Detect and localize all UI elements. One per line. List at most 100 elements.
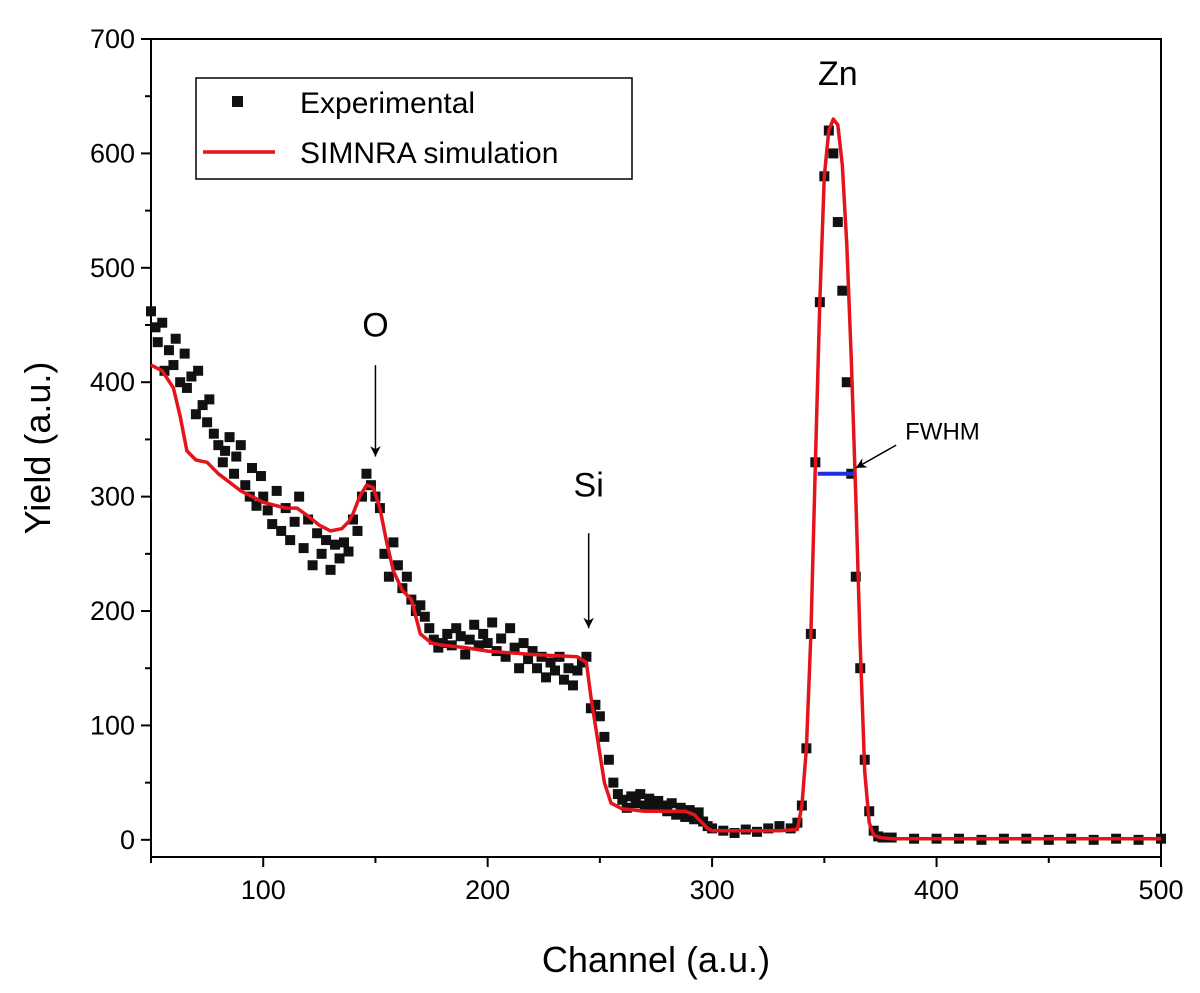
plot-frame (150, 38, 1162, 858)
experimental-point (271, 485, 282, 496)
x-tick-label: 500 (1138, 875, 1183, 905)
experimental-point (392, 560, 403, 571)
legend-label-simulation: SIMNRA simulation (300, 137, 558, 170)
experimental-point (424, 623, 435, 634)
legend-box (195, 77, 633, 180)
legend-marker-experimental (232, 96, 243, 107)
experimental-point (828, 148, 839, 159)
experimental-point (469, 619, 480, 630)
experimental-point (312, 528, 323, 539)
experimental-point (179, 348, 190, 359)
annotation-label: Zn (818, 55, 858, 93)
experimental-point (415, 600, 426, 611)
experimental-point (229, 468, 240, 479)
experimental-point (383, 571, 394, 582)
experimental-point (630, 798, 641, 809)
experimental-point (841, 377, 852, 388)
experimental-point (163, 345, 174, 356)
annotation-label: FWHM (905, 418, 980, 445)
experimental-point (763, 823, 774, 834)
experimental-point (693, 807, 704, 818)
y-axis-title: Yield (a.u.) (17, 362, 58, 535)
experimental-point (518, 638, 529, 649)
experimental-point (684, 805, 695, 816)
experimental-point (247, 463, 257, 474)
experimental-point (330, 539, 341, 550)
y-tick-label: 400 (90, 367, 135, 397)
experimental-point (437, 638, 448, 649)
experimental-point (325, 564, 336, 575)
experimental-point (224, 432, 235, 443)
experimental-point (213, 440, 224, 451)
experimental-point (850, 571, 861, 582)
experimental-point (460, 649, 471, 660)
experimental-point (220, 445, 231, 456)
experimental-point (729, 827, 740, 838)
experimental-point (482, 638, 493, 649)
experimental-point (837, 285, 848, 296)
experimental-point (157, 317, 168, 328)
experimental-point (473, 640, 484, 651)
experimental-point (251, 500, 262, 511)
experimental-point (464, 634, 475, 645)
y-tick-label: 0 (120, 825, 135, 855)
experimental-point (550, 665, 560, 676)
y-axis: 0 100 200 300 400 500 600 700 (90, 24, 151, 855)
experimental-point (419, 611, 430, 622)
experimental-point (276, 525, 287, 536)
experimental-point (231, 451, 242, 462)
experimental-point (235, 440, 246, 451)
experimental-point (343, 546, 354, 557)
y-tick-label: 200 (90, 596, 135, 626)
x-tick-label: 100 (241, 875, 286, 905)
experimental-point (303, 514, 314, 525)
experimental-point (617, 794, 628, 805)
experimental-point (208, 428, 219, 439)
experimental-point (671, 809, 682, 820)
experimental-point (267, 519, 278, 530)
experimental-point (334, 553, 345, 564)
legend: Experimental SIMNRA simulation (195, 77, 633, 180)
experimental-point (361, 468, 372, 479)
experimental-point (563, 663, 574, 674)
x-tick-label: 200 (465, 875, 510, 905)
experimental-point (170, 333, 181, 344)
simulation-series-line (150, 117, 1161, 841)
experimental-point (379, 548, 390, 559)
x-axis-title: Channel (a.u.) (542, 939, 770, 980)
experimental-point (401, 571, 412, 582)
experimental-point (680, 811, 691, 822)
experimental-point (523, 654, 534, 665)
experimental-point (612, 789, 623, 800)
experimental-point (321, 535, 332, 546)
experimental-point (505, 623, 516, 634)
experimental-point (258, 491, 269, 502)
experimental-point (509, 642, 520, 653)
experimental-point (527, 646, 538, 657)
x-tick-label: 400 (914, 875, 959, 905)
experimental-point (168, 360, 179, 371)
experimental-point (644, 793, 655, 804)
y-tick-label: 300 (90, 482, 135, 512)
experimental-point (204, 394, 215, 405)
experimental-point (455, 631, 466, 642)
experimental-point (514, 663, 525, 674)
experimental-point (451, 623, 462, 634)
experimental-point (541, 672, 552, 683)
experimental-point (603, 754, 614, 765)
y-tick-label: 700 (90, 24, 135, 54)
experimental-point (146, 306, 156, 317)
x-axis: 100 200 300 400 500 (150, 857, 1184, 905)
experimental-point (832, 217, 843, 228)
experimental-point (532, 663, 543, 674)
experimental-point (181, 382, 192, 393)
experimental-point (186, 371, 197, 382)
experimental-point (356, 491, 367, 502)
y-tick-label: 600 (90, 138, 135, 168)
experimental-point (388, 537, 399, 548)
experimental-point (442, 628, 453, 639)
experimental-point (262, 505, 273, 516)
experimental-point (648, 802, 659, 813)
experimental-point (289, 516, 300, 527)
experimental-point (190, 409, 201, 420)
